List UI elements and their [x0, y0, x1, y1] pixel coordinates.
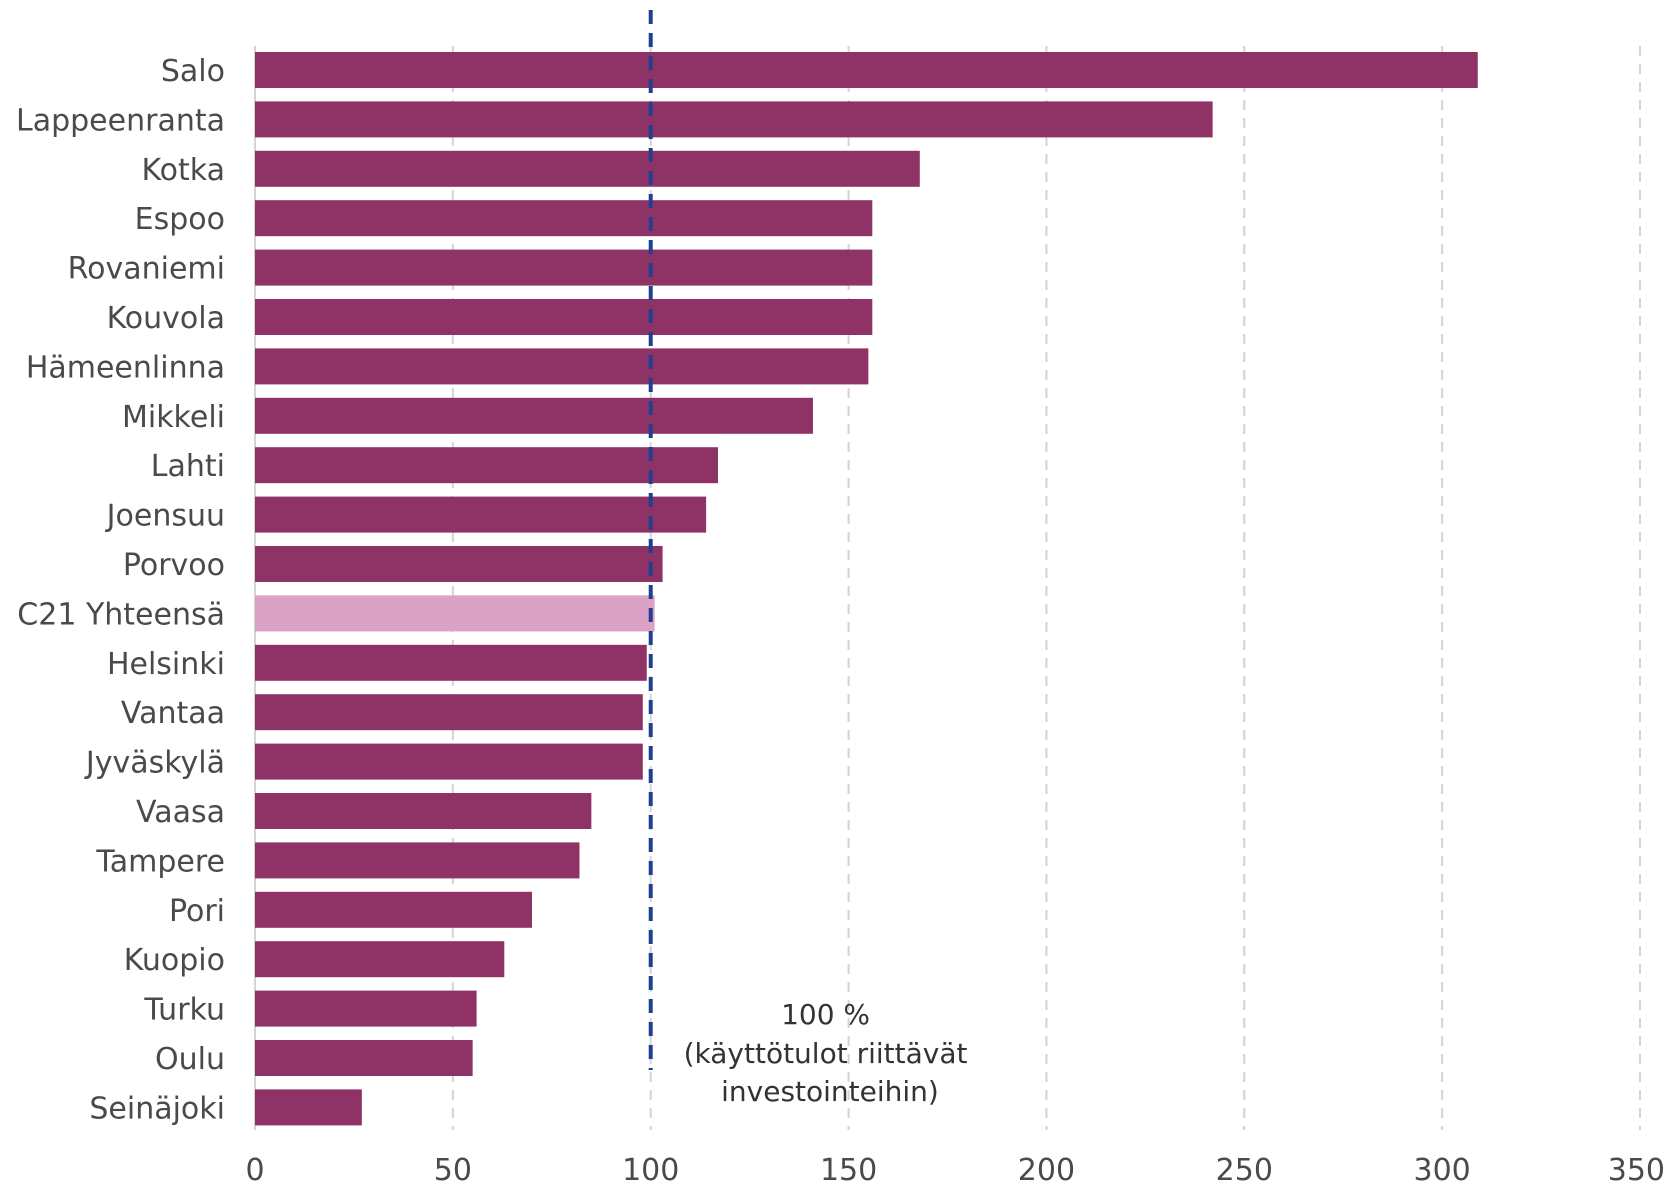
bar-turku — [255, 990, 477, 1027]
bar-vaasa — [255, 793, 592, 829]
bar-c21-yhteensä — [255, 595, 655, 632]
bar-seinäjoki — [255, 1089, 362, 1126]
bar-helsinki — [255, 644, 647, 681]
category-label-turku: Turku — [143, 993, 225, 1028]
category-label-rovaniemi: Rovaniemi — [68, 252, 225, 287]
x-tick-label-350: 350 — [1608, 1153, 1665, 1185]
bars — [255, 52, 1478, 1126]
category-label-salo: Salo — [161, 54, 225, 89]
category-label-espoo: Espoo — [135, 202, 225, 237]
x-tick-label-0: 0 — [245, 1153, 264, 1185]
bar-tampere — [255, 842, 580, 879]
bar-kotka — [255, 150, 920, 187]
category-label-helsinki: Helsinki — [107, 647, 225, 682]
category-label-lappeenranta: Lappeenranta — [16, 103, 225, 138]
bar-salo — [255, 52, 1478, 88]
bar-joensuu — [255, 496, 707, 533]
x-tick-label-250: 250 — [1216, 1153, 1273, 1185]
category-label-pori: Pori — [169, 894, 225, 929]
category-label-joensuu: Joensuu — [105, 499, 225, 534]
bar-oulu — [255, 1040, 473, 1076]
x-tick-label-100: 100 — [622, 1153, 679, 1185]
category-label-vantaa: Vantaa — [121, 696, 225, 731]
annotation-line-1: 100 % — [781, 998, 870, 1031]
bar-hämeenlinna — [255, 348, 869, 385]
category-label-seinäjoki: Seinäjoki — [89, 1091, 225, 1126]
category-label-hämeenlinna: Hämeenlinna — [26, 350, 225, 385]
bar-rovaniemi — [255, 249, 873, 286]
bar-kouvola — [255, 299, 873, 335]
category-label-kuopio: Kuopio — [124, 943, 225, 978]
category-label-mikkeli: Mikkeli — [122, 400, 225, 435]
bar-jyväskylä — [255, 743, 643, 780]
category-label-lahti: Lahti — [151, 449, 225, 484]
category-label-porvoo: Porvoo — [123, 548, 225, 583]
x-tick-label-200: 200 — [1018, 1153, 1075, 1185]
category-label-tampere: Tampere — [95, 844, 225, 879]
bar-mikkeli — [255, 397, 813, 434]
bar-kuopio — [255, 941, 505, 978]
category-label-kotka: Kotka — [141, 153, 225, 188]
category-label-kouvola: Kouvola — [107, 301, 225, 336]
bar-pori — [255, 891, 532, 928]
category-label-oulu: Oulu — [155, 1042, 225, 1077]
bar-lappeenranta — [255, 101, 1213, 138]
category-label-c21-yhteensä: C21 Yhteensä — [17, 597, 225, 632]
bar-lahti — [255, 447, 718, 484]
category-label-jyväskylä: Jyväskylä — [84, 746, 225, 781]
category-label-vaasa: Vaasa — [136, 795, 225, 830]
reference-line-annotation: 100 % (käyttötulot riittävät investointe… — [684, 998, 977, 1108]
x-tick-label-50: 50 — [434, 1153, 472, 1185]
annotation-line-3: investointeihin) — [721, 1075, 939, 1108]
bar-vantaa — [255, 694, 643, 731]
bar-espoo — [255, 200, 873, 237]
x-tick-label-150: 150 — [820, 1153, 877, 1185]
annotation-line-2: (käyttötulot riittävät — [684, 1037, 968, 1070]
x-axis-tick-labels: 0 50 100 150 200 250 300 350 — [245, 1153, 1665, 1185]
bar-porvoo — [255, 546, 663, 582]
category-labels: Salo Lappeenranta Kotka Espoo Rovaniemi Kouvo… — [16, 54, 225, 1126]
x-tick-label-300: 300 — [1414, 1153, 1471, 1185]
